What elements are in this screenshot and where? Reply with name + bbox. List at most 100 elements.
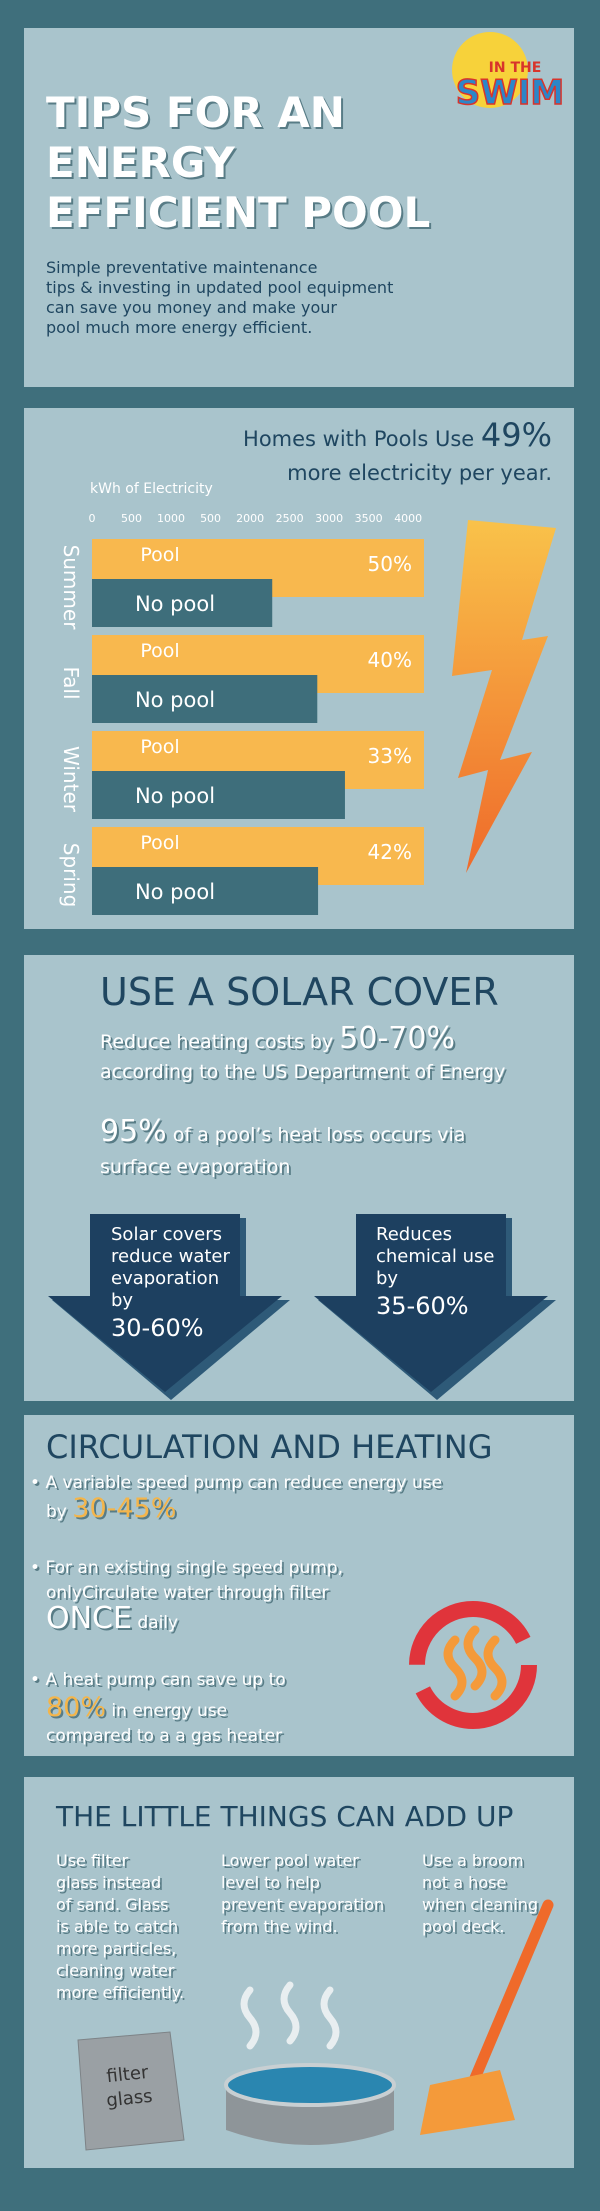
tip: Lower pool water level to help prevent eva… [221,1850,384,1938]
circulation-panel [24,1415,574,1756]
category-label: Fall [59,666,83,699]
logo-main: SWIM [456,73,564,113]
title-line: ENERGY [46,138,235,187]
x-tick-label: 2000 [236,512,264,525]
text-line: Simple preventative maintenance [46,258,318,277]
lightning-icon [452,520,556,873]
category-label: Spring [59,843,83,908]
text-part: For an existing single speed pump, [45,1558,343,1578]
arrow-value: 30-60% [111,1314,204,1342]
tip-line: of sand. Glass [56,1895,169,1914]
tip-line: when cleaning [422,1895,539,1914]
bar [92,867,319,915]
tub-water [224,2063,396,2107]
broom-head [420,2070,515,2135]
series-label: No pool [135,688,215,712]
tip-line: not a hose [422,1873,507,1892]
text-line: Reduces [376,1224,452,1245]
x-tick-label: 1000 [157,512,185,525]
annotation: 33% [368,744,412,768]
tip-line: pool deck. [422,1917,505,1936]
axis-label: kWh of Electricity [90,481,213,497]
text-part: onlyCirculate water through filter [46,1583,329,1603]
chart-title: Homes with Pools Use 49% more electricit… [243,418,552,490]
bar [92,579,273,627]
logo-sun [452,32,528,108]
highlight: ONCE [46,1601,132,1636]
tip-line: glass instead [56,1873,162,1892]
text-line: Solar covers [111,1224,223,1245]
annotation: 40% [368,648,412,672]
tip-line: more particles, [56,1939,177,1958]
text-part: Reduce heating costs by [100,1031,334,1053]
annotation: 50% [368,552,412,576]
tip-line: is able to catch [56,1917,179,1936]
x-tick-label: 3000 [315,512,343,525]
solar-line1: Reduce heating costs by 50-70% according… [100,1024,505,1087]
category-label: Summer [59,545,83,631]
little-title: THE LITTLE THINGS CAN ADD UP [56,1800,514,1833]
header-text: Simple preventative maintenance tips & i… [46,258,393,338]
text-part: A heat pump can save up to [45,1670,286,1690]
heat-icon [443,1625,507,1701]
tip-line: prevent evaporation [221,1895,385,1914]
bullet: • A heat pump can save up to 80% in ener… [30,1670,286,1746]
text-line: evaporation [111,1268,220,1289]
arrow-text: Solar covers reduce water evaporation by… [111,1224,230,1344]
tip: Use a broom not a hose when cleaning pool d… [422,1850,538,1938]
series-label: Pool [140,544,179,566]
x-tick-label: 2500 [276,512,304,525]
x-tick-label: 500 [121,512,142,525]
arrow [48,1214,282,1392]
title-value: 49% [480,416,552,454]
bullet: • A variable speed pump can reduce energ… [30,1473,443,1524]
x-tick-label: 500 [200,512,221,525]
broom-icon [464,1899,554,2096]
tip-line: Use a broom [422,1851,524,1870]
cycle-icon [409,1601,537,1729]
circulation-title: CIRCULATION AND HEATING [46,1428,493,1466]
category-label: Winter [59,746,83,813]
tip-line: level to help [221,1873,320,1892]
text-line: pool much more energy efficient. [46,318,313,337]
arrow-text: Reduces chemical use by 35-60% [376,1224,494,1322]
title-part: more electricity per year. [287,461,552,485]
bag-icon [77,2031,185,2151]
text-line: reduce water [111,1246,230,1267]
title-line: EFFICIENT POOL [46,188,431,237]
text-part: A variable speed pump can reduce energy … [45,1473,443,1493]
text-line: by [376,1268,399,1289]
highlight: 30-45% [72,1493,177,1524]
steam-icon [240,1981,340,2050]
header-title: TIPS FOR AN ENERGY EFFICIENT POOL [46,88,430,238]
tip-line: more efficiently. [56,1983,185,2002]
arrow [314,1214,548,1392]
tip-line: Lower pool water [221,1851,359,1870]
series-label: No pool [135,592,215,616]
title-part: Homes with Pools Use [243,427,475,451]
tip: Use filter glass instead of sand. Glass is … [56,1850,184,2004]
text-part: compared to a a gas heater [46,1726,283,1746]
bag-label: filter [106,2062,150,2087]
tip-line: Use filter [56,1851,129,1870]
text-line: chemical use [376,1246,495,1267]
solar-line2: 95% of a pool’s heat loss occurs via sur… [100,1116,465,1183]
text-part: in energy use [111,1701,228,1721]
arrow-value: 35-60% [376,1292,469,1320]
bullet: • For an existing single speed pump, onl… [30,1558,343,1636]
tip-line: cleaning water [56,1961,175,1980]
tip-line: from the wind. [221,1917,338,1936]
series-label: No pool [135,784,215,808]
x-tick-label: 3500 [355,512,383,525]
text-part: surface evaporation [100,1156,291,1178]
text-line: by [111,1290,134,1311]
text-line: tips & investing in updated pool equipme… [46,278,394,297]
series-label: Pool [140,640,179,662]
logo-top: IN THE [489,60,542,76]
annotation: 42% [368,840,412,864]
text-part: according to the US Department of Energy [100,1061,506,1083]
series-label: Pool [140,736,179,758]
